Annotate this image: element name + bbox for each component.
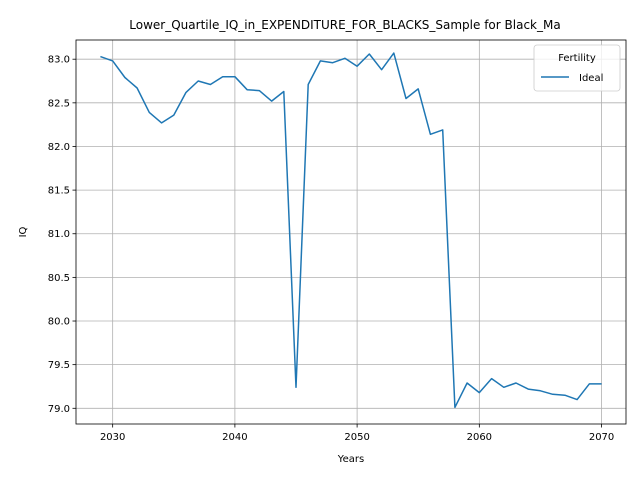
y-tick-label: 81.0 <box>48 229 70 240</box>
x-tick-label: 2030 <box>100 432 125 443</box>
x-axis: 2030 2040 2050 2060 2070 <box>100 424 614 443</box>
y-tick-label: 83.0 <box>48 55 70 66</box>
y-tick-label: 82.5 <box>48 98 70 109</box>
x-tick-label: 2040 <box>222 432 247 443</box>
y-tick-label: 80.0 <box>48 317 70 328</box>
series-layer <box>100 52 602 409</box>
x-tick-label: 2060 <box>467 432 492 443</box>
x-tick-label: 2050 <box>344 432 369 443</box>
y-tick-label: 79.0 <box>48 404 70 415</box>
x-tick-label: 2070 <box>589 432 614 443</box>
y-tick-label: 79.5 <box>48 360 70 371</box>
chart-title: Lower_Quartile_IQ_in_EXPENDITURE_FOR_BLA… <box>129 18 560 32</box>
y-tick-label: 82.0 <box>48 142 70 153</box>
series-line-ideal <box>100 52 602 409</box>
y-axis-label: IQ <box>18 226 29 237</box>
y-axis: 79.0 79.5 80.0 80.5 81.0 81.5 82.0 82.5 83.0 <box>48 55 76 415</box>
legend: Fertility Ideal <box>533 44 621 92</box>
x-axis-label: Years <box>337 454 364 465</box>
legend-box <box>533 44 621 92</box>
legend-label-ideal: Ideal <box>579 73 603 84</box>
y-tick-label: 80.5 <box>48 273 70 284</box>
plot-frame <box>75 39 627 425</box>
grid <box>76 40 626 424</box>
legend-title: Fertility <box>558 53 596 64</box>
y-tick-label: 81.5 <box>48 186 70 197</box>
